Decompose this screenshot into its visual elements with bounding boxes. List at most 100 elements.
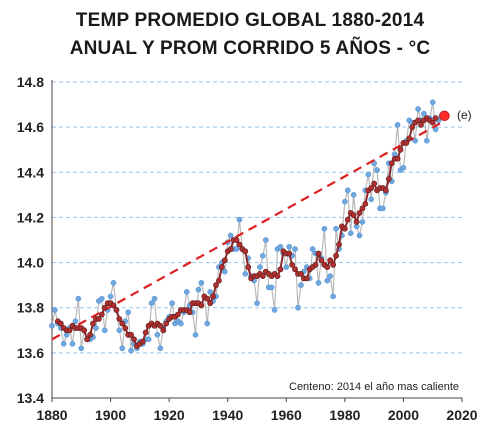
grid-lines (52, 81, 462, 354)
annual-data-point (52, 307, 58, 313)
x-tick-labels: 1880 1900 1920 1940 1960 1980 2000 2020 (36, 407, 477, 423)
annual-data-point (257, 264, 263, 270)
running-mean-series (54, 115, 439, 349)
annual-series (49, 99, 445, 354)
x-tick-label: 2020 (446, 407, 477, 423)
annual-data-point (350, 192, 357, 198)
running-mean-point (113, 307, 120, 313)
x-tick-label: 1920 (154, 407, 185, 423)
annual-data-point (204, 320, 211, 327)
annual-data-point (309, 246, 316, 252)
running-mean-point (388, 160, 395, 167)
trend-line (51, 121, 443, 341)
y-tick-label: 14.8 (17, 74, 44, 90)
annual-data-point (221, 268, 228, 275)
x-tick-label: 1880 (36, 407, 67, 423)
annual-data-point (415, 106, 421, 112)
trend-line-segment (51, 121, 443, 341)
annual-data-point (125, 309, 131, 316)
estimate-point (439, 110, 450, 122)
chart-annotation: Centeno: 2014 el año mas caliente (289, 381, 459, 393)
y-tick-label: 13.4 (17, 390, 44, 406)
annual-data-point (198, 280, 205, 286)
running-mean-point (298, 270, 304, 277)
annual-data-point (233, 246, 240, 252)
annual-data-point (342, 198, 348, 205)
annual-data-point (60, 340, 67, 347)
running-mean-point (122, 325, 129, 331)
annual-data-point (286, 243, 293, 250)
running-mean-point (353, 219, 360, 225)
annual-data-point (128, 347, 134, 354)
annual-data-point (412, 137, 418, 144)
running-mean-point (139, 338, 146, 345)
annual-data-point (347, 230, 354, 237)
running-mean-point (289, 261, 296, 268)
annual-data-point (421, 110, 427, 117)
y-tick-label: 14.6 (17, 119, 44, 135)
annual-data-point (119, 345, 126, 352)
annual-data-point (227, 232, 234, 239)
y-tick-label: 13.8 (17, 300, 44, 316)
annual-data-point (242, 271, 249, 277)
running-mean-point (213, 282, 219, 289)
annual-data-point (93, 325, 99, 331)
annual-data-point (262, 237, 269, 243)
x-tick-label: 1900 (95, 407, 126, 423)
annual-data-point (183, 289, 190, 295)
annual-data-point (315, 280, 322, 286)
annual-data-point (154, 331, 161, 338)
running-mean-point (90, 320, 96, 327)
annual-data-point (78, 345, 85, 352)
annual-data-point (101, 327, 108, 334)
running-mean-point (382, 187, 389, 194)
running-mean-point (66, 327, 73, 334)
running-mean-point (356, 210, 363, 216)
annual-data-point (107, 293, 114, 300)
annual-data-point (151, 295, 158, 302)
annual-data-point (72, 318, 79, 325)
chart-title-line-2: ANUAL Y PROM CORRIDO 5 AÑOS - °C (69, 38, 431, 59)
annual-data-point (207, 289, 213, 295)
annual-data-point (169, 300, 175, 307)
running-mean-point (333, 252, 339, 259)
running-mean-point (403, 140, 410, 146)
running-mean-point (397, 146, 404, 153)
running-mean-point (98, 311, 105, 318)
annual-data-point (148, 300, 155, 307)
x-tick-label: 2000 (388, 407, 419, 423)
annual-data-point (236, 216, 243, 223)
running-mean-point (157, 322, 164, 329)
running-mean-point (87, 331, 93, 338)
estimate-point-group (439, 110, 450, 122)
x-tick-label: 1980 (329, 407, 360, 423)
running-mean-point (350, 212, 357, 219)
running-mean-point (394, 155, 401, 162)
running-mean-point (406, 135, 413, 142)
annual-data-point (75, 295, 82, 302)
y-tick-labels: 13.4 13.6 13.8 14.0 14.2 14.4 14.6 14.8 (17, 74, 44, 406)
running-mean-point (344, 216, 351, 223)
running-mean-point (84, 336, 91, 343)
annual-data-point (327, 273, 334, 279)
annual-data-point (424, 137, 430, 144)
running-mean-point (175, 311, 181, 318)
annual-data-point (380, 205, 386, 212)
running-mean-point (128, 331, 134, 338)
running-mean-point (233, 237, 240, 243)
annual-data-point (324, 277, 331, 284)
running-mean-point (221, 257, 228, 264)
running-mean-point (218, 264, 225, 270)
running-mean-point (227, 246, 234, 252)
annual-data-point (254, 300, 260, 307)
annual-series-line (51, 102, 443, 351)
running-mean-point (359, 205, 366, 212)
annual-data-point (365, 171, 372, 178)
annual-data-point (268, 284, 275, 291)
y-tick-label: 13.6 (17, 345, 44, 361)
running-mean-point (368, 185, 375, 191)
annual-data-point (321, 225, 328, 232)
annual-data-point (292, 246, 298, 252)
annual-data-point (368, 196, 375, 203)
